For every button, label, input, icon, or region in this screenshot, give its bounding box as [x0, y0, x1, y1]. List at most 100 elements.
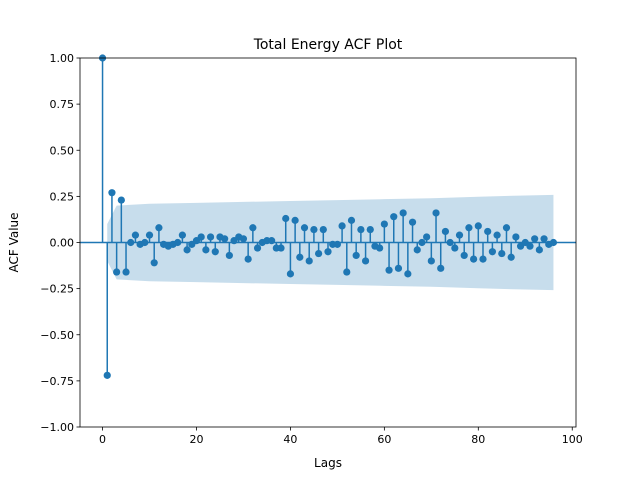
acf-point [113, 268, 121, 276]
acf-point [108, 189, 116, 197]
acf-point [141, 238, 149, 247]
acf-point [498, 249, 506, 258]
acf-point [399, 209, 407, 217]
x-axis: 0 20 40 60 80 100 [99, 427, 583, 446]
x-tick-label: 40 [283, 433, 297, 446]
acf-point [117, 196, 125, 204]
acf-point [174, 238, 182, 247]
acf-point [470, 255, 478, 263]
acf-point [183, 246, 191, 254]
acf-point [394, 264, 403, 272]
acf-point [451, 244, 459, 252]
acf-point [225, 251, 233, 260]
acf-point [502, 224, 511, 232]
x-tick-label: 0 [99, 433, 106, 446]
acf-point [423, 233, 431, 241]
acf-point [549, 238, 558, 247]
acf-point [535, 246, 543, 254]
acf-point [361, 257, 370, 265]
acf-point [526, 242, 534, 250]
acf-point [145, 231, 154, 239]
acf-point [390, 213, 398, 221]
acf-point [197, 233, 205, 241]
acf-point [239, 235, 248, 243]
x-tick-label: 20 [189, 433, 203, 446]
acf-point [268, 237, 276, 245]
acf-point [211, 248, 219, 256]
acf-point [127, 238, 135, 247]
acf-point [455, 231, 464, 239]
x-tick-label: 60 [377, 433, 391, 446]
acf-point [155, 224, 163, 232]
y-tick-label: −1.00 [40, 421, 74, 434]
acf-point [479, 255, 487, 263]
acf-point [310, 225, 318, 234]
x-axis-label: Lags [314, 456, 342, 470]
acf-point [493, 231, 501, 239]
acf-point [474, 222, 482, 230]
acf-point [319, 225, 327, 234]
acf-point [366, 225, 374, 234]
acf-point [404, 270, 412, 278]
acf-point [305, 257, 313, 265]
acf-point [178, 231, 186, 239]
chart-title: Total Energy ACF Plot [253, 37, 403, 53]
acf-point [103, 371, 111, 379]
x-tick-label: 80 [471, 433, 485, 446]
acf-point [540, 235, 548, 243]
acf-point [343, 268, 351, 276]
acf-point [338, 222, 346, 230]
acf-point [437, 264, 445, 272]
x-tick-label: 100 [562, 433, 583, 446]
y-tick-label: 0.75 [50, 98, 75, 111]
plot-area [80, 54, 576, 379]
acf-point [531, 235, 539, 243]
acf-point [333, 240, 341, 248]
y-tick-label: 0.00 [50, 237, 75, 250]
acf-point [249, 224, 257, 232]
acf-point [441, 227, 450, 236]
acf-point [427, 257, 435, 265]
acf-point [253, 244, 262, 252]
acf-point [150, 259, 158, 267]
y-tick-label: 1.00 [50, 52, 75, 65]
acf-point [512, 233, 520, 241]
acf-point [347, 216, 356, 224]
acf-point [408, 218, 417, 226]
acf-point [352, 251, 360, 260]
acf-point [282, 214, 290, 223]
acf-point [460, 251, 468, 260]
acf-point [244, 255, 252, 263]
acf-point [380, 220, 388, 228]
acf-point [446, 238, 454, 247]
y-tick-label: 0.50 [50, 144, 75, 157]
axes-frame [79, 57, 577, 428]
acf-point [296, 253, 304, 261]
acf-point [376, 244, 384, 252]
acf-point [131, 231, 140, 239]
acf-point [413, 246, 421, 254]
acf-point [507, 253, 515, 261]
acf-point [488, 248, 496, 256]
acf-point [206, 233, 215, 241]
acf-point [122, 268, 130, 276]
acf-point [418, 238, 426, 247]
acf-point [315, 249, 323, 258]
acf-point [202, 246, 210, 254]
acf-point [324, 248, 332, 256]
y-axis: −1.00 −0.75 −0.50 −0.25 0.00 0.25 0.50 0.75 1.00 [40, 52, 80, 434]
y-tick-label: −0.75 [40, 375, 74, 388]
y-tick-label: −0.25 [40, 283, 74, 296]
acf-point [221, 235, 229, 243]
acf-point [300, 224, 309, 232]
y-axis-label: ACF Value [7, 212, 21, 272]
acf-point [291, 216, 299, 224]
y-tick-label: −0.50 [40, 329, 74, 342]
acf-point [357, 225, 365, 234]
acf-point [385, 266, 393, 274]
acf-point [432, 209, 440, 217]
acf-point [484, 227, 492, 236]
acf-point [286, 270, 295, 278]
y-tick-label: 0.25 [50, 190, 75, 203]
